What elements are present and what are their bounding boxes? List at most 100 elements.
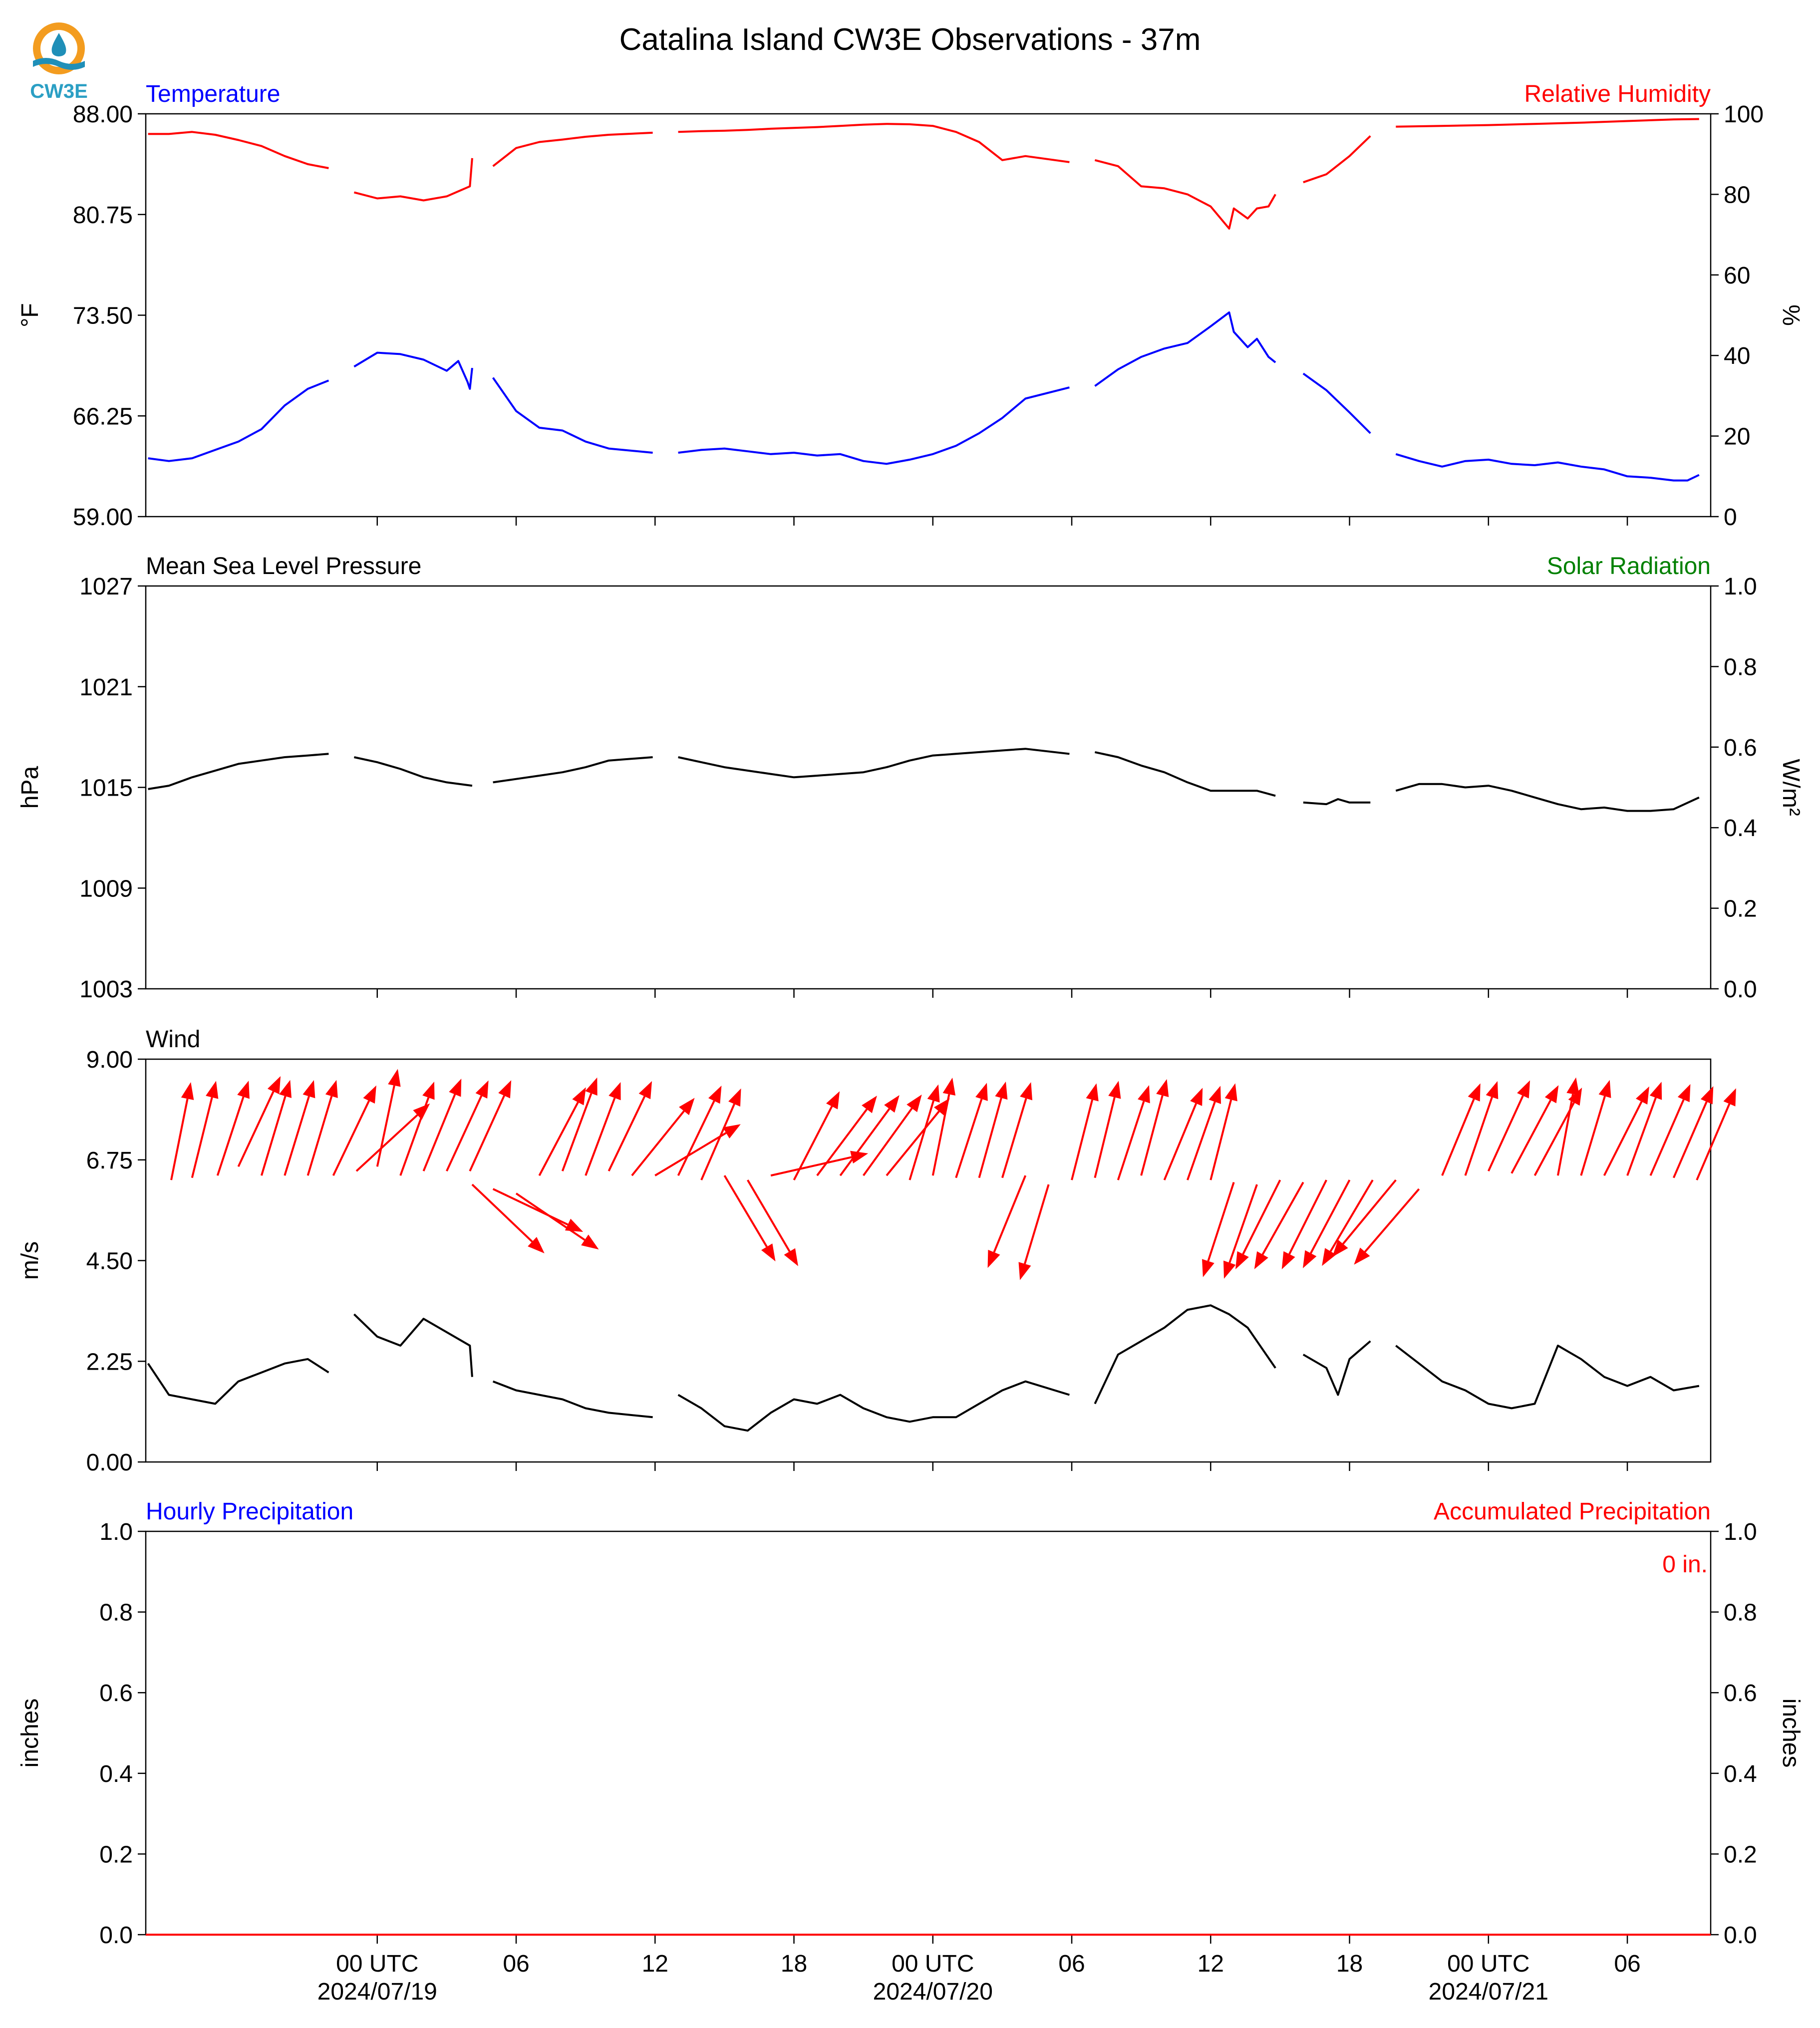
wind-vector: [931, 1094, 950, 1176]
wind-vector: [191, 1097, 213, 1178]
wind-vector: [1672, 1101, 1708, 1178]
y-tick-label-right: 100: [1724, 101, 1764, 128]
wind-vector: [677, 1100, 715, 1176]
wind-vector: [1140, 1095, 1164, 1176]
wind-vector: [886, 1111, 940, 1176]
y-tick-label-right: 40: [1724, 343, 1750, 369]
y-tick-label-left: 0.00: [86, 1449, 133, 1476]
series-line-mean-sea-level-pressure: [678, 748, 1070, 779]
wind-vector: [399, 1097, 430, 1176]
wind-vector-head: [1354, 1247, 1370, 1265]
y-tick-label-left: 80.75: [73, 202, 133, 229]
chart-title: Catalina Island CW3E Observations - 37m: [619, 22, 1201, 57]
y-axis-title-left: inches: [17, 1699, 43, 1768]
y-axis-title-left: m/s: [17, 1241, 43, 1280]
wind-vector: [1261, 1181, 1304, 1255]
series-line-temperature: [353, 351, 473, 390]
wind-vector-head: [1020, 1082, 1033, 1101]
wind-vector: [1626, 1097, 1657, 1176]
x-tick-label: 12: [1198, 1951, 1224, 1977]
wind-vector: [1210, 1099, 1232, 1180]
y-tick-label-left: 1003: [79, 976, 133, 1003]
y-tick-label-left: 4.50: [86, 1248, 133, 1275]
wind-vector: [1187, 1101, 1216, 1180]
x-tick-label: 18: [1336, 1951, 1363, 1977]
wind-vector-head: [1224, 1083, 1237, 1102]
wind-vector: [1207, 1181, 1235, 1262]
series-line-relative-humidity: [353, 158, 473, 202]
wind-vector-head: [1254, 1251, 1268, 1269]
y-tick-label-right: 0.0: [1724, 1922, 1757, 1949]
panel-temperature-rh: 59.00 66.25 73.50 80.75 88.00 0 20 40 60 80 100 Tem…: [17, 81, 1804, 531]
wind-vector: [909, 1100, 935, 1180]
wind-vector-head: [1281, 1251, 1295, 1269]
wind-vector-head: [975, 1083, 988, 1101]
wind-vector-head: [933, 1098, 950, 1116]
wind-vector-head: [388, 1069, 401, 1087]
wind-vector: [1580, 1096, 1606, 1176]
wind-vector-head: [1223, 1260, 1236, 1279]
wind-vector: [1696, 1103, 1731, 1180]
series-line-relative-humidity: [1396, 118, 1699, 128]
series-line-mean-sea-level-pressure: [1303, 798, 1371, 806]
wind-vector-head: [862, 1096, 877, 1114]
y-tick-label-right: 0.6: [1724, 735, 1757, 761]
series-line-wind: [353, 1313, 473, 1377]
y-tick-label-left: 0.4: [99, 1761, 133, 1787]
y-tick-label-left: 1021: [79, 674, 133, 701]
wind-vector: [1649, 1099, 1685, 1176]
wind-vector: [816, 1109, 868, 1176]
panel-pressure-solar: 1003 1009 1015 1021 1027 0.0 0.2 0.4 0.6 0.8 1.0 Me…: [17, 553, 1804, 1003]
series-line-relative-humidity: [1303, 135, 1371, 184]
wind-vector: [1242, 1179, 1281, 1255]
series-line-temperature: [678, 386, 1070, 465]
wind-vector-head: [303, 1080, 315, 1099]
wind-vector: [585, 1098, 616, 1176]
wind-vector-head: [1649, 1082, 1662, 1100]
x-tick-label: 18: [781, 1951, 807, 1977]
wind-vector-head: [267, 1076, 281, 1095]
wind-vector-head: [708, 1085, 722, 1104]
y-tick-label-right: 80: [1724, 182, 1750, 208]
wind-vector: [471, 1183, 533, 1242]
y-tick-label-left: 1009: [79, 875, 133, 902]
wind-vector: [1464, 1097, 1493, 1176]
wind-vector-head: [987, 1249, 1000, 1268]
series-line-relative-humidity: [1094, 159, 1276, 230]
wind-vector-head: [728, 1088, 741, 1107]
y-axis-title-left: hPa: [17, 766, 43, 809]
wind-vector: [1487, 1095, 1524, 1171]
wind-vector-head: [995, 1081, 1008, 1100]
wind-vector-head: [1190, 1088, 1203, 1106]
wind-vector-head: [608, 1082, 621, 1101]
wind-vector-head: [927, 1084, 940, 1103]
x-tick-label: 00 UTC: [1447, 1951, 1529, 1977]
panel-left-label: Wind: [146, 1026, 200, 1053]
wind-vector: [306, 1096, 333, 1176]
wind-vector: [1228, 1184, 1258, 1263]
wind-vector: [1288, 1179, 1327, 1255]
y-axis-title-left: °F: [17, 303, 43, 327]
wind-vector: [237, 1091, 275, 1167]
wind-vector: [284, 1096, 310, 1176]
wind-vector: [422, 1094, 456, 1171]
wind-vector-head: [1108, 1081, 1121, 1099]
y-tick-label-right: 0.4: [1724, 1761, 1757, 1787]
wind-vector: [631, 1110, 685, 1176]
wind-vector: [955, 1099, 983, 1178]
y-tick-label-right: 1.0: [1724, 574, 1757, 600]
series-line-wind: [1094, 1304, 1276, 1405]
accumulated-total-label: 0 in.: [1662, 1551, 1708, 1578]
series-line-mean-sea-level-pressure: [1094, 751, 1276, 797]
y-tick-label-left: 59.00: [73, 504, 133, 531]
wind-vector-head: [498, 1080, 512, 1099]
wind-vector-head: [572, 1087, 586, 1106]
wind-vector-head: [1235, 1251, 1249, 1269]
series-line-mean-sea-level-pressure: [493, 756, 653, 784]
y-tick-label-left: 0.0: [99, 1922, 133, 1949]
wind-vector-head: [422, 1081, 435, 1100]
wind-vector: [1001, 1098, 1027, 1178]
x-tick-label: 06: [503, 1951, 529, 1977]
